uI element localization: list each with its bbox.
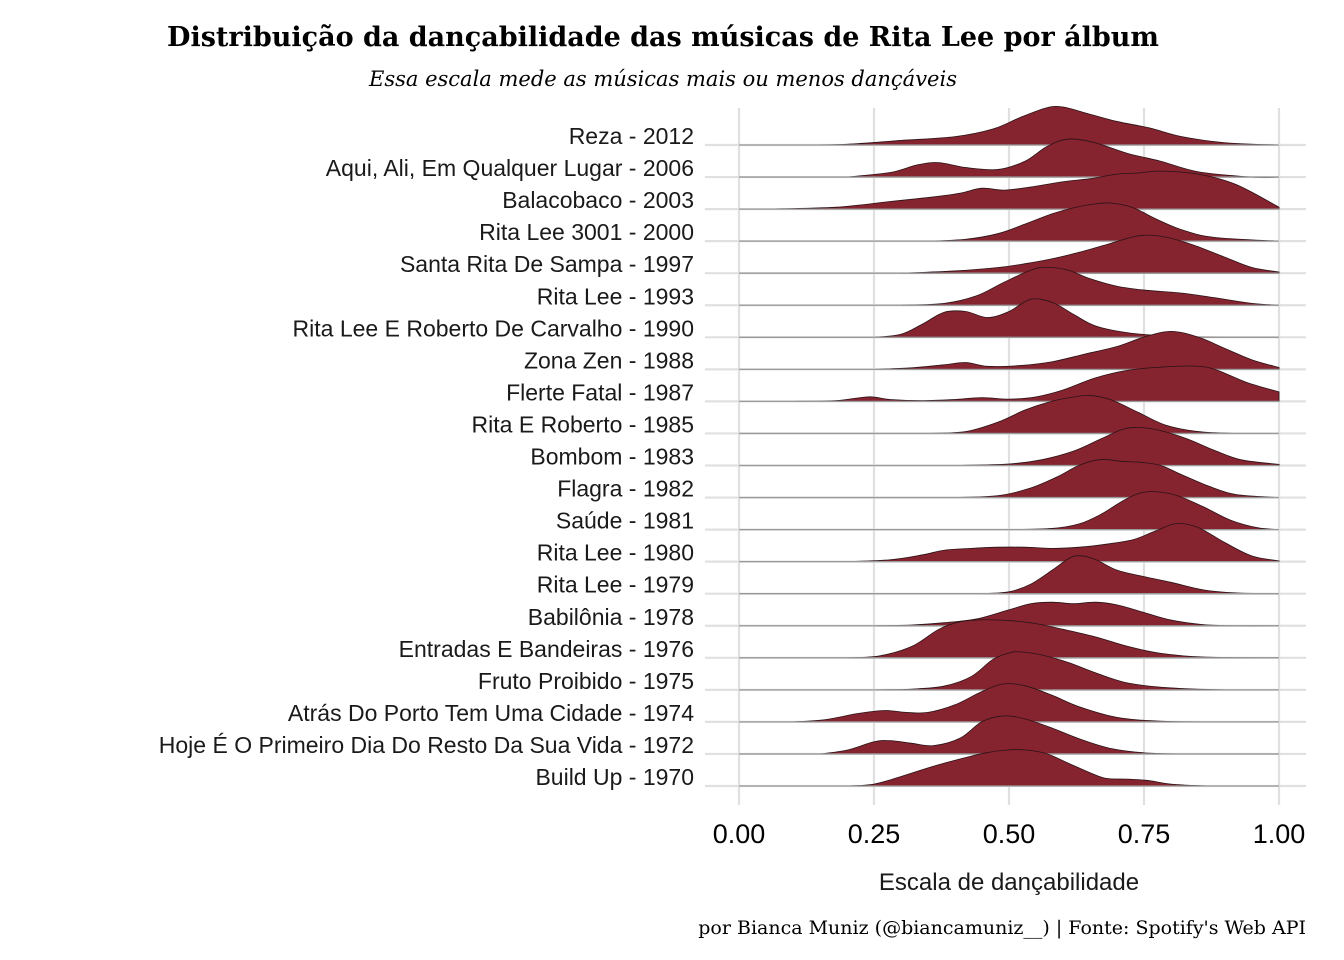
album-label: Zona Zen - 1988 [524,347,694,373]
album-label: Hoje É O Primeiro Dia Do Resto Da Sua Vi… [159,732,694,758]
ridge-5 [900,266,1280,306]
ridge-3 [927,202,1280,242]
album-label: Bombom - 1983 [530,444,694,470]
album-label: Santa Rita De Sampa - 1997 [400,251,694,277]
ridge-group [739,459,1280,499]
ridge-9 [927,394,1280,434]
album-label: Reza - 2012 [569,123,694,149]
ridge-2 [765,170,1280,210]
album-label: Babilônia - 1978 [528,604,694,630]
album-label: Rita Lee - 1993 [537,283,694,309]
ridge-11 [954,459,1280,498]
ridge-group [739,234,1280,274]
ridge-8 [792,365,1280,402]
chart-subtitle: Essa escala mede as músicas mais ou meno… [368,67,957,91]
ridges [739,106,1280,787]
x-tick-label: 0.00 [713,819,766,849]
ridge-group [739,106,1280,146]
ridge-20 [846,749,1280,787]
ridge-12 [1008,491,1280,530]
x-tick-label: 0.50 [983,819,1036,849]
album-label: Build Up - 1970 [535,764,694,790]
ridge-14 [981,555,1280,595]
ridge-group [739,365,1280,403]
ridge-group [739,394,1280,435]
ridge-group [739,749,1280,787]
album-label: Rita Lee - 1980 [537,540,694,566]
album-label: Rita Lee - 1979 [537,572,694,598]
album-label: Rita Lee E Roberto De Carvalho - 1990 [293,315,694,341]
ridge-4 [900,234,1280,274]
album-label: Balacobaco - 2003 [502,187,694,213]
ridge-15 [873,601,1280,627]
ridge-16 [846,619,1280,659]
x-axis-title: Escala de dançabilidade [879,869,1139,896]
album-label: Fruto Proibido - 1975 [478,668,694,694]
x-axis-ticks: 0.00 0.25 0.50 0.75 1.00 [713,819,1306,849]
ridge-7 [873,330,1280,370]
album-label: Rita Lee 3001 - 2000 [479,219,694,245]
ridge-17 [873,651,1280,691]
ridge-group [739,202,1280,242]
album-labels: Reza - 2012 Aqui, Ali, Em Qualquer Lugar … [159,123,694,790]
ridge-group [739,427,1280,467]
album-label: Flagra - 1982 [557,476,694,502]
album-label: Saúde - 1981 [556,508,694,534]
ridge-1 [846,138,1280,178]
album-label: Rita E Roberto - 1985 [472,411,694,437]
x-tick-label: 1.00 [1253,819,1306,849]
ridge-group [739,523,1280,563]
album-label: Atrás Do Porto Tem Uma Cidade - 1974 [288,700,694,726]
ridge-18 [792,683,1280,723]
ridge-13 [846,523,1280,563]
ridge-group [739,266,1280,306]
x-tick-label: 0.75 [1118,819,1171,849]
album-label: Entradas E Bandeiras - 1976 [399,636,694,662]
ridge-0 [792,106,1280,146]
ridge-group [739,555,1280,595]
album-label: Aqui, Ali, Em Qualquer Lugar - 2006 [326,155,694,181]
ridge-19 [819,715,1280,755]
ridge-group [739,170,1280,210]
album-label: Flerte Fatal - 1987 [506,379,694,405]
ridge-10 [954,427,1280,466]
x-tick-label: 0.25 [848,819,901,849]
chart-caption: por Bianca Muniz (@biancamuniz__) | Font… [698,917,1306,939]
chart-title: Distribuição da dançabilidade das música… [167,22,1159,53]
